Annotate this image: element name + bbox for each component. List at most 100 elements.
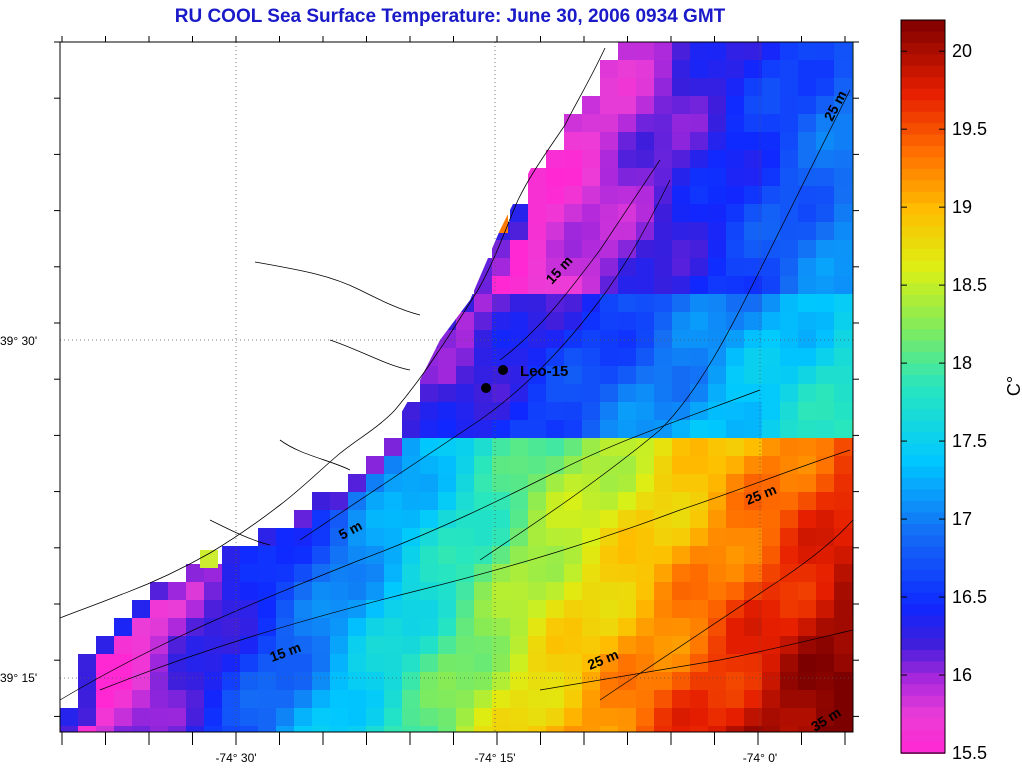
sst-pixel: [456, 402, 475, 421]
sst-pixel: [474, 618, 493, 637]
sst-pixel: [510, 528, 529, 547]
sst-pixel: [780, 168, 799, 187]
sst-pixel: [438, 582, 457, 601]
sst-pixel: [654, 654, 673, 673]
sst-pixel: [186, 708, 205, 727]
sst-pixel: [780, 312, 799, 331]
colorbar-cell: [901, 569, 945, 583]
sst-pixel: [672, 600, 691, 619]
sst-pixel: [780, 60, 799, 79]
sst-pixel: [402, 402, 421, 421]
sst-pixel: [294, 654, 313, 673]
sst-pixel: [816, 420, 835, 439]
sst-pixel: [240, 636, 259, 655]
colorbar-cell: [901, 363, 945, 377]
sst-pixel: [384, 474, 403, 493]
sst-pixel: [762, 348, 781, 367]
sst-pixel: [294, 528, 313, 547]
sst-pixel: [762, 618, 781, 637]
sst-pixel: [834, 96, 853, 115]
sst-pixel: [762, 294, 781, 313]
sst-pixel: [816, 258, 835, 277]
sst-pixel: [708, 276, 727, 295]
sst-pixel: [798, 60, 817, 79]
sst-pixel: [438, 654, 457, 673]
colorbar-cell: [901, 672, 945, 686]
sst-pixel: [546, 438, 565, 457]
sst-pixel: [672, 402, 691, 421]
sst-pixel: [600, 168, 619, 187]
sst-pixel: [654, 168, 673, 187]
sst-pixel: [240, 618, 259, 637]
graticule: [60, 42, 853, 732]
sst-pixel: [528, 168, 547, 187]
sst-pixel: [690, 186, 709, 205]
sst-pixel: [420, 672, 439, 691]
sst-pixel: [708, 438, 727, 457]
sst-pixel: [510, 384, 529, 403]
sst-pixel: [546, 528, 565, 547]
sst-pixel: [726, 150, 745, 169]
sst-pixel: [654, 60, 673, 79]
colorbar-cell: [901, 649, 945, 663]
sst-pixel: [672, 294, 691, 313]
sst-pixel: [294, 690, 313, 709]
sst-pixel: [150, 636, 169, 655]
sst-pixel: [780, 582, 799, 601]
sst-pixel: [708, 420, 727, 439]
colorbar-cell: [901, 661, 945, 674]
sst-pixel: [564, 132, 583, 151]
colorbar-cell: [901, 558, 945, 571]
sst-pixel: [582, 438, 601, 457]
sst-pixel: [240, 690, 259, 709]
sst-pixel: [420, 600, 439, 619]
sst-pixel: [132, 636, 151, 655]
sst-pixel: [672, 438, 691, 457]
sst-pixel: [834, 186, 853, 205]
sst-pixel: [798, 96, 817, 115]
sst-pixel: [276, 654, 295, 673]
sst-pixel: [438, 636, 457, 655]
sst-pixel: [600, 132, 619, 151]
sst-pixel: [762, 150, 781, 169]
coastline: [60, 47, 606, 619]
sst-pixel: [618, 402, 637, 421]
sst-pixel: [582, 492, 601, 511]
sst-pixel: [78, 708, 97, 727]
sst-pixel: [636, 420, 655, 439]
sst-pixel: [186, 690, 205, 709]
sst-pixel: [294, 564, 313, 583]
sst-pixel: [798, 186, 817, 205]
sst-pixel: [168, 726, 187, 732]
colorbar-cell: [901, 54, 945, 67]
sst-pixel: [582, 96, 601, 115]
sst-pixel: [438, 474, 457, 493]
sst-pixel: [600, 222, 619, 241]
sst-pixel: [222, 708, 241, 727]
sst-pixel: [726, 420, 745, 439]
sst-pixel: [780, 294, 799, 313]
sst-pixel: [528, 600, 547, 619]
sst-pixel: [798, 348, 817, 367]
sst-pixel: [312, 600, 331, 619]
colorbar-tick-label: 17: [952, 509, 972, 529]
sst-pixel: [780, 510, 799, 529]
sst-pixel: [654, 582, 673, 601]
sst-pixel: [780, 276, 799, 295]
sst-pixel: [672, 420, 691, 439]
sst-pixel: [474, 474, 493, 493]
sst-pixel: [744, 186, 763, 205]
sst-pixel: [600, 420, 619, 439]
sst-pixel: [366, 600, 385, 619]
sst-pixel: [510, 654, 529, 673]
sst-pixel: [834, 492, 853, 511]
sst-pixel: [582, 222, 601, 241]
sst-pixel: [528, 564, 547, 583]
sst-pixel: [600, 492, 619, 511]
sst-pixel: [708, 366, 727, 385]
sst-pixel: [708, 312, 727, 331]
sst-pixel: [654, 726, 673, 732]
sst-pixel: [816, 222, 835, 241]
sst-pixel: [798, 258, 817, 277]
sst-pixel: [492, 672, 511, 691]
